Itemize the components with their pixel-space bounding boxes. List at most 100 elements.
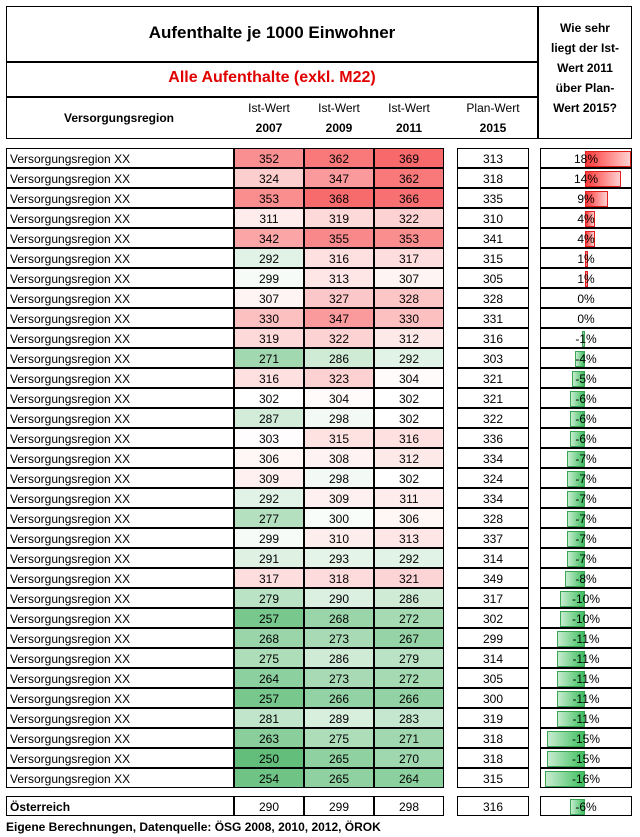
subtitle-box (6, 61, 538, 98)
ist-2011-cell: 272 (374, 608, 444, 628)
plan-2015-cell: 336 (457, 428, 529, 448)
region-name: Versorgungsregion XX (6, 248, 234, 268)
ist-2007-cell: 299 (234, 268, 304, 288)
ist-2011-cell: 307 (374, 268, 444, 288)
plan-2015-cell: 316 (457, 796, 529, 816)
pct-diff-bar (585, 191, 608, 207)
pct-diff-label: 14% (573, 172, 599, 186)
region-name: Versorgungsregion XX (6, 508, 234, 528)
ist-2009-cell: 309 (304, 488, 374, 508)
ist-2007-cell: 275 (234, 648, 304, 668)
region-name: Versorgungsregion XX (6, 328, 234, 348)
pct-diff-bar (585, 231, 595, 247)
pct-diff-cell: 4% (540, 208, 632, 228)
title-box (6, 6, 538, 63)
ist-2007-cell: 324 (234, 168, 304, 188)
region-column-header: Versorgungsregion (63, 111, 175, 125)
region-name: Versorgungsregion XX (6, 228, 234, 248)
pct-diff-bar (557, 671, 585, 687)
ist-2007-cell: 264 (234, 668, 304, 688)
plan-2015-cell: 300 (457, 688, 529, 708)
pct-diff-bar (585, 211, 595, 227)
pct-diff-cell: 18% (540, 148, 632, 168)
plan-2015-cell: 299 (457, 628, 529, 648)
pct-diff-bar (567, 491, 585, 507)
region-name: Versorgungsregion XX (6, 368, 234, 388)
ist-2009-cell: 299 (304, 796, 374, 816)
ist-2009-cell: 275 (304, 728, 374, 748)
ist-2007-cell: 316 (234, 368, 304, 388)
ist-2011-cell: 369 (374, 148, 444, 168)
pct-diff-label: -7% (575, 512, 597, 526)
ist-2009-cell: 347 (304, 168, 374, 188)
region-name: Versorgungsregion XX (6, 308, 234, 328)
ist-2007-cell: 311 (234, 208, 304, 228)
pct-diff-bar (575, 351, 585, 367)
ist-2011-cell: 328 (374, 288, 444, 308)
plan-2015-cell: 303 (457, 348, 529, 368)
region-name: Versorgungsregion XX (6, 588, 234, 608)
ist-2011-cell: 330 (374, 308, 444, 328)
pct-diff-label: -7% (575, 492, 597, 506)
ist-2009-cell: 266 (304, 688, 374, 708)
region-name: Versorgungsregion XX (6, 528, 234, 548)
pct-diff-bar (570, 799, 585, 815)
plan-2015-cell: 302 (457, 608, 529, 628)
pct-diff-label: 4% (577, 232, 595, 246)
ist-2011-cell: 353 (374, 228, 444, 248)
pct-diff-cell: -11% (540, 668, 632, 688)
pct-diff-cell: -7% (540, 488, 632, 508)
pct-diff-bar (572, 371, 585, 387)
region-name: Versorgungsregion XX (6, 268, 234, 288)
pct-diff-bar (585, 271, 588, 287)
ist-2011-cell: 366 (374, 188, 444, 208)
pct-diff-label: -7% (575, 472, 597, 486)
pct-diff-bar (570, 431, 585, 447)
pct-diff-label: -7% (575, 532, 597, 546)
ist-2009-cell: 368 (304, 188, 374, 208)
ist-2009-cell: 290 (304, 588, 374, 608)
ist-2011-cell: 292 (374, 348, 444, 368)
ist-2009-cell: 327 (304, 288, 374, 308)
pct-diff-label: -5% (575, 372, 597, 386)
col-header-2007-year: 2007 (255, 121, 283, 135)
ist-2009-cell: 318 (304, 568, 374, 588)
plan-2015-cell: 334 (457, 448, 529, 468)
ist-2007-cell: 277 (234, 508, 304, 528)
region-name: Versorgungsregion XX (6, 708, 234, 728)
plan-2015-cell: 349 (457, 568, 529, 588)
pct-diff-cell: -1% (540, 328, 632, 348)
pct-diff-bar (567, 531, 585, 547)
source-note: Eigene Berechnungen, Datenquelle: ÖSG 20… (6, 820, 381, 834)
question-line-1: Wie sehr (560, 21, 610, 35)
pct-diff-bar (585, 151, 631, 167)
plan-2015-cell: 314 (457, 648, 529, 668)
data-table: Versorgungsregion XX 352 362 369 313 18% Verso… (6, 148, 632, 788)
region-name: Versorgungsregion XX (6, 288, 234, 308)
plan-2015-cell: 341 (457, 228, 529, 248)
region-name: Versorgungsregion XX (6, 488, 234, 508)
ist-2007-cell: 263 (234, 728, 304, 748)
ist-2009-cell: 273 (304, 668, 374, 688)
ist-2009-cell: 304 (304, 388, 374, 408)
ist-2011-cell: 267 (374, 628, 444, 648)
ist-2007-cell: 307 (234, 288, 304, 308)
region-name: Versorgungsregion XX (6, 408, 234, 428)
region-name: Versorgungsregion XX (6, 348, 234, 368)
pct-diff-bar (545, 771, 585, 787)
col-header-2009-year: 2009 (325, 121, 353, 135)
pct-diff-bar (570, 411, 585, 427)
pct-diff-label: -11% (572, 632, 600, 646)
col-header-2009-label: Ist-Wert (318, 101, 360, 115)
ist-2011-cell: 317 (374, 248, 444, 268)
plan-2015-cell: 318 (457, 168, 529, 188)
pct-diff-label: -11% (572, 652, 600, 666)
ist-2009-cell: 265 (304, 768, 374, 788)
col-header-2011-label: Ist-Wert (388, 101, 430, 115)
region-name: Versorgungsregion XX (6, 148, 234, 168)
ist-2011-cell: 271 (374, 728, 444, 748)
pct-diff-cell: 9% (540, 188, 632, 208)
ist-2007-cell: 330 (234, 308, 304, 328)
pct-diff-cell: -7% (540, 508, 632, 528)
ist-2009-cell: 362 (304, 148, 374, 168)
